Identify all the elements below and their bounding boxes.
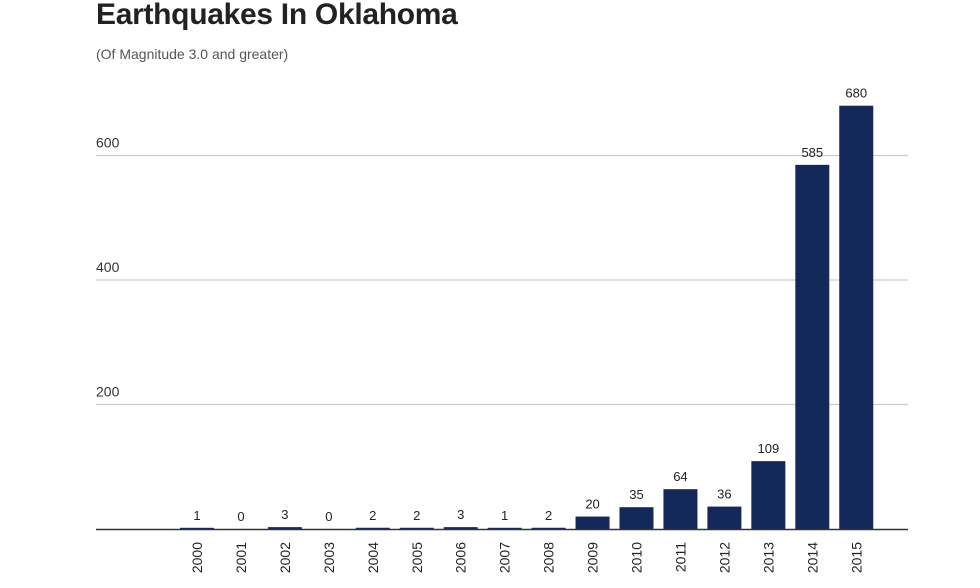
data-label-2004: 2 [369,508,376,523]
y-tick-labels: 200 400 600 [96,135,120,400]
data-label-2010: 35 [629,487,643,502]
bar-2013 [751,461,785,529]
data-label-2012: 36 [717,487,731,502]
data-label-2000: 1 [193,508,200,523]
data-label-2013: 109 [757,441,779,456]
data-label-2003: 0 [325,509,332,524]
x-tick-label-2013: 2013 [760,542,776,573]
y-tick-label: 600 [96,135,120,151]
x-tick-label-2002: 2002 [277,542,293,573]
bar-2009 [576,517,610,529]
x-tick-label-2006: 2006 [453,542,469,573]
bar-2015 [839,106,873,529]
x-tick-label-2009: 2009 [585,542,601,573]
x-tick-label-2003: 2003 [321,542,337,573]
data-label-2007: 1 [501,508,508,523]
x-tick-label-2012: 2012 [716,542,732,573]
x-tick-label-2007: 2007 [497,542,513,573]
data-labels: 1 0 3 0 2 2 3 1 2 20 35 64 36 109 585 680 [193,86,867,524]
gridlines [96,156,908,405]
data-label-2009: 20 [585,497,599,512]
data-label-2008: 2 [545,508,552,523]
y-tick-label: 400 [96,259,120,275]
bar-2010 [620,507,654,529]
data-label-2001: 0 [237,509,244,524]
data-label-2002: 3 [281,507,288,522]
x-tick-label-2015: 2015 [848,542,864,573]
bar-2006 [444,527,478,529]
data-label-2006: 3 [457,507,464,522]
data-label-2005: 2 [413,508,420,523]
x-tick-label-2014: 2014 [804,542,820,573]
x-tick-labels: 2000 2001 2002 2003 2004 2005 2006 2007 2008 2009… [189,542,864,573]
x-tick-label-2008: 2008 [541,542,557,573]
bar-2002 [268,527,302,529]
x-tick-label-2004: 2004 [365,542,381,573]
data-label-2015: 680 [845,86,867,101]
y-tick-label: 200 [96,384,120,400]
x-tick-label-2011: 2011 [672,542,688,572]
data-label-2014: 585 [801,145,823,160]
bar-2012 [707,507,741,529]
bar-2014 [795,165,829,529]
bars [180,106,873,529]
x-tick-label-2010: 2010 [629,542,645,573]
data-label-2011: 64 [673,469,687,484]
x-tick-label-2001: 2001 [233,542,249,573]
bar-2011 [663,489,697,529]
x-tick-label-2005: 2005 [409,542,425,573]
x-tick-label-2000: 2000 [189,542,205,573]
